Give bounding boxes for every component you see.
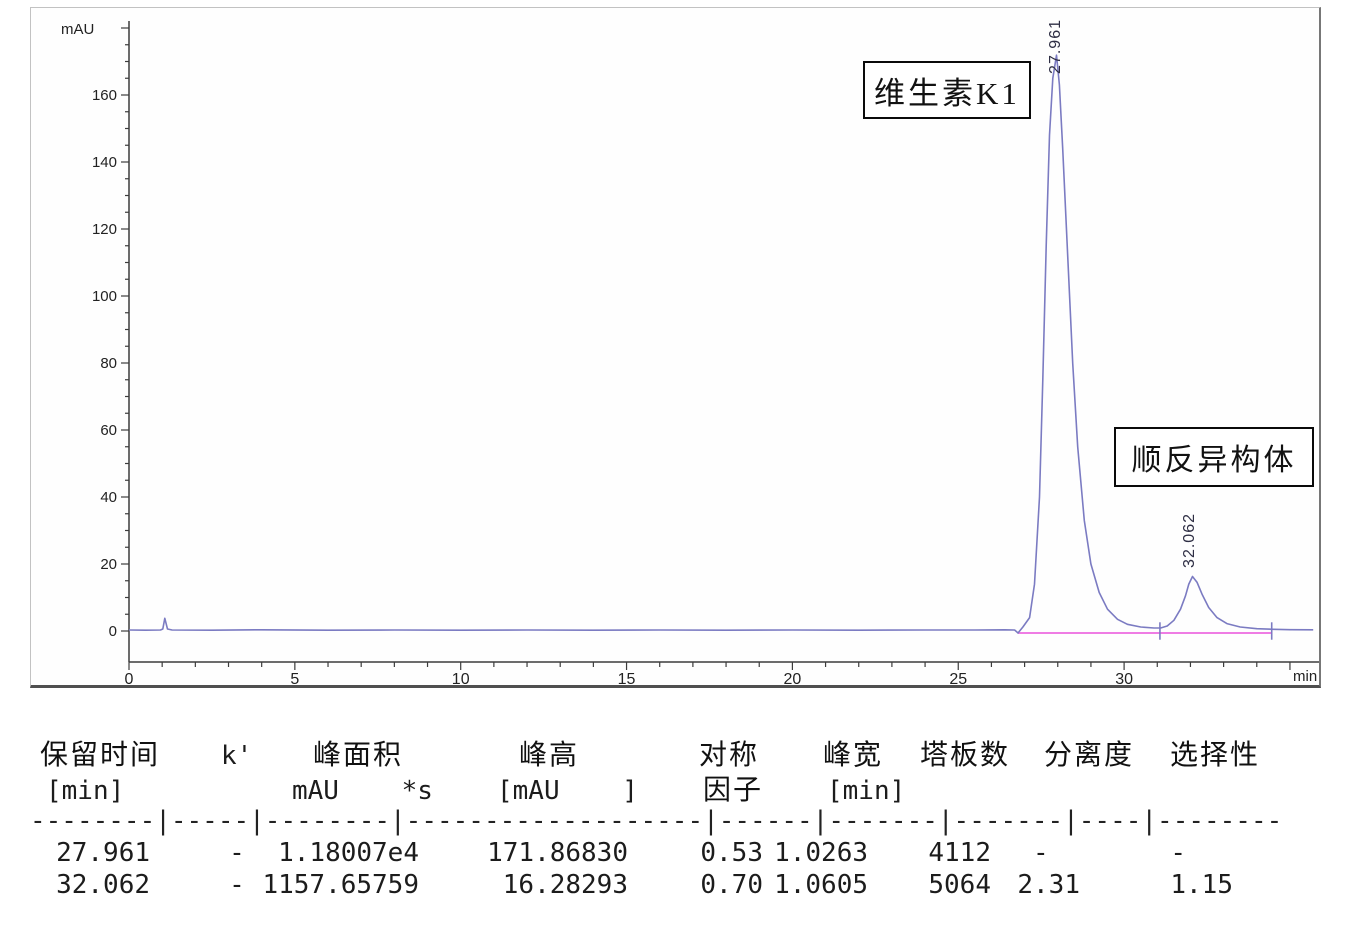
col-symmetry-header: 对称 (699, 740, 760, 771)
plot-svg: 0 20 40 60 80 100 120 140 160 0 5 10 15 20 25 30 (92, 21, 1319, 685)
separator-line: --------|-----|--------|----------------… (30, 806, 1283, 836)
symmetry-value: 0.70 (700, 870, 763, 900)
height-units: [mAU ] (497, 776, 638, 806)
area-units: mAU *s (292, 776, 433, 806)
col-height-header: 峰高 (519, 740, 580, 771)
col-selectivity-header: 选择性 (1170, 740, 1261, 771)
plates-value: 4112 (928, 838, 991, 868)
annotation-box-vitamin-k1: 维生素K1 (863, 61, 1031, 119)
peak-retention-label-1: 27.961 (1047, 19, 1064, 74)
col-area-header: 峰面积 (313, 740, 404, 771)
col-resolution-header: 分离度 (1044, 740, 1135, 771)
resolution-value: - (1033, 838, 1080, 868)
kprime-value: - (229, 870, 245, 900)
svg-text:100: 100 (92, 288, 117, 305)
svg-text:25: 25 (949, 671, 967, 685)
svg-text:120: 120 (92, 221, 117, 238)
col-width-header: 峰宽 (823, 740, 884, 771)
svg-text:160: 160 (92, 87, 117, 104)
y-axis-title: mAU (61, 21, 95, 38)
col-retention-header: 保留时间 (40, 740, 161, 771)
retention-value: 32.062 (56, 870, 150, 900)
svg-text:80: 80 (100, 355, 117, 372)
plates-value: 5064 (928, 870, 991, 900)
col-kprime-header: k' (221, 741, 253, 771)
kprime-value: - (229, 838, 245, 868)
resolution-value: 2.31 (1017, 870, 1080, 900)
width-units: [min] (827, 776, 906, 806)
x-axis-unit-label: min (1293, 668, 1318, 685)
selectivity-value: - (1170, 838, 1233, 868)
svg-text:0: 0 (109, 623, 117, 640)
svg-text:5: 5 (290, 671, 299, 685)
height-value: 16.28293 (502, 870, 628, 900)
svg-text:60: 60 (100, 422, 117, 439)
svg-text:0: 0 (125, 671, 134, 685)
height-value: 171.86830 (487, 838, 628, 868)
symmetry-value: 0.53 (700, 838, 763, 868)
svg-text:10: 10 (452, 671, 470, 685)
detector-signal (128, 54, 1314, 634)
svg-text:15: 15 (618, 671, 636, 685)
retention-units: [min] (46, 776, 125, 806)
selectivity-value: 1.15 (1170, 870, 1233, 900)
area-value: 1157.65759 (262, 870, 419, 900)
retention-value: 27.961 (56, 838, 150, 868)
width-value: 1.0263 (774, 838, 868, 868)
svg-text:40: 40 (100, 489, 117, 506)
svg-text:30: 30 (1115, 671, 1133, 685)
symmetry-header2: 因子 (703, 775, 764, 806)
chromatogram-panel: 0 20 40 60 80 100 120 140 160 0 5 10 15 20 25 30 mAU mi… (30, 7, 1321, 688)
peak-retention-label-2: 32.062 (1181, 513, 1198, 568)
col-plates-header: 塔板数 (920, 740, 1011, 771)
annotation-box-cis-trans-isomer: 顺反异构体 (1114, 427, 1314, 487)
svg-text:140: 140 (92, 154, 117, 171)
area-value: 1.18007e4 (278, 838, 419, 868)
svg-text:20: 20 (100, 556, 117, 573)
svg-text:20: 20 (784, 671, 802, 685)
width-value: 1.0605 (774, 870, 868, 900)
